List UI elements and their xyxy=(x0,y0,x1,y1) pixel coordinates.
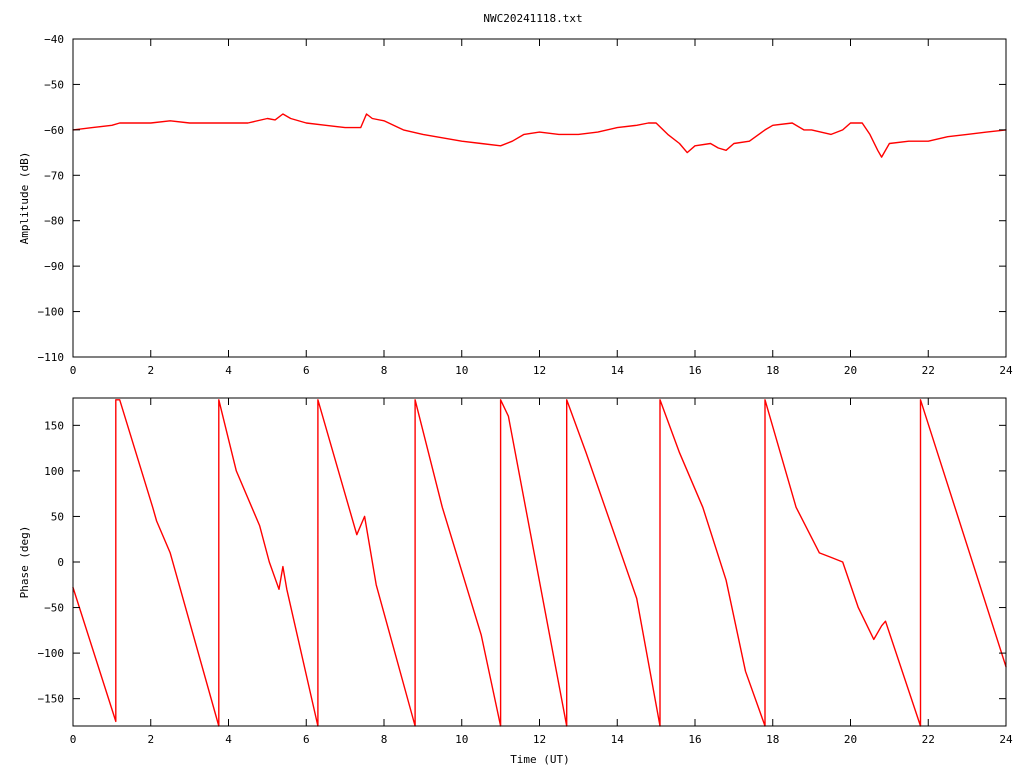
phase-panel: 0 2 4 6 8 10 12 14 16 18 20 22 24 −150−100−500501001… xyxy=(18,397,1013,766)
phase-y-tick-label: 0 xyxy=(57,556,64,569)
phase-plot-frame xyxy=(72,397,1007,727)
phase-x-tick-label: 12 xyxy=(533,733,546,746)
phase-x-tick-label: 18 xyxy=(766,733,779,746)
phase-series xyxy=(72,399,1007,727)
amplitude-x-tick-label: 10 xyxy=(455,364,468,377)
phase-y-tick-label: 100 xyxy=(44,465,64,478)
chart-title: NWC20241118.txt xyxy=(483,12,582,25)
phase-x-tick-label: 6 xyxy=(303,733,310,746)
phase-x-tick-labels: 0 2 4 6 8 10 12 14 16 18 20 22 24 xyxy=(70,733,1013,746)
amplitude-plot-frame xyxy=(72,38,1007,358)
amplitude-series-line-0 xyxy=(72,113,1007,158)
phase-y-tick-label: −100 xyxy=(38,647,65,660)
amplitude-x-tick-label: 22 xyxy=(922,364,935,377)
amplitude-x-tick-label: 12 xyxy=(533,364,546,377)
phase-x-tick-label: 8 xyxy=(381,733,388,746)
amplitude-y-tick-label: −60 xyxy=(44,124,64,137)
amplitude-y-tick-label: −80 xyxy=(44,215,64,228)
amplitude-x-tick-label: 14 xyxy=(611,364,625,377)
amplitude-y-tick-label: −50 xyxy=(44,78,64,91)
amplitude-y-tick-label: −90 xyxy=(44,260,64,273)
phase-y-tick-label: 150 xyxy=(44,419,64,432)
phase-x-tick-label: 4 xyxy=(225,733,232,746)
amplitude-y-axis-label: Amplitude (dB) xyxy=(18,152,31,245)
amplitude-x-tick-label: 8 xyxy=(381,364,388,377)
amplitude-x-tick-labels: 0 2 4 6 8 10 12 14 16 18 20 22 24 xyxy=(70,364,1013,377)
phase-x-tick-label: 24 xyxy=(999,733,1013,746)
amplitude-y-tick-label: −100 xyxy=(38,306,65,319)
phase-x-tick-label: 0 xyxy=(70,733,77,746)
phase-ticks xyxy=(72,398,1007,726)
amplitude-series xyxy=(72,113,1007,158)
phase-y-tick-label: −150 xyxy=(38,693,65,706)
phase-y-tick-label: 50 xyxy=(51,510,64,523)
amplitude-x-tick-label: 4 xyxy=(225,364,232,377)
amplitude-y-tick-label: −40 xyxy=(44,33,64,46)
phase-x-tick-label: 2 xyxy=(147,733,154,746)
amplitude-y-tick-label: −110 xyxy=(38,351,65,364)
amplitude-x-tick-label: 18 xyxy=(766,364,779,377)
phase-y-tick-label: −50 xyxy=(44,602,64,615)
phase-x-tick-label: 20 xyxy=(844,733,857,746)
amplitude-y-tick-label: −70 xyxy=(44,169,64,182)
phase-y-axis-label: Phase (deg) xyxy=(18,526,31,599)
phase-series-line-0 xyxy=(72,399,1007,727)
amplitude-x-tick-label: 0 xyxy=(70,364,77,377)
amplitude-x-tick-label: 20 xyxy=(844,364,857,377)
phase-x-tick-label: 22 xyxy=(922,733,935,746)
phase-y-tick-labels: −150 −100 −50 0 50 100 150 xyxy=(38,419,65,705)
amplitude-y-tick-labels: −110 −100 −90 −80 −70 −60 −50 −40 xyxy=(38,33,65,364)
phase-x-axis-label: Time (UT) xyxy=(510,753,570,766)
amplitude-panel: 0 2 4 6 8 10 12 14 16 18 20 22 24 −110−100−90−80−70−… xyxy=(18,33,1013,377)
phase-x-tick-label: 10 xyxy=(455,733,468,746)
amplitude-x-tick-label: 16 xyxy=(688,364,701,377)
phase-x-tick-label: 14 xyxy=(611,733,625,746)
phase-x-tick-label: 16 xyxy=(688,733,701,746)
amplitude-ticks xyxy=(72,38,1007,358)
amplitude-x-tick-label: 24 xyxy=(999,364,1013,377)
amplitude-x-tick-label: 6 xyxy=(303,364,310,377)
amplitude-x-tick-label: 2 xyxy=(147,364,154,377)
